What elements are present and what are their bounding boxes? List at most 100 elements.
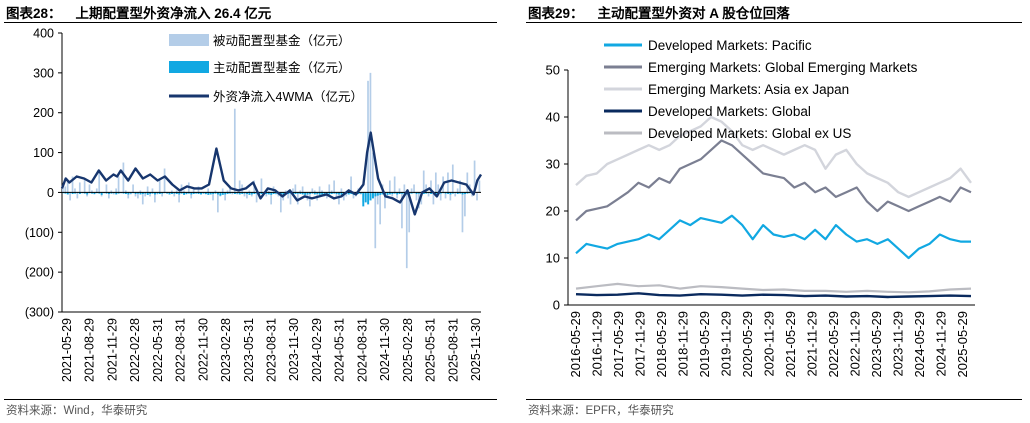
left-passive-bar — [422, 170, 425, 193]
left-passive-bar — [313, 190, 316, 193]
right-line-em-global — [575, 139, 972, 222]
left-passive-bar — [66, 180, 69, 193]
left-active-bar — [173, 192, 176, 194]
right-x-tick-label: 2019-11-29 — [719, 311, 734, 377]
left-passive-bar — [456, 188, 459, 193]
left-passive-bar — [432, 192, 435, 205]
left-passive-bar — [139, 190, 142, 193]
left-active-bar — [318, 192, 321, 195]
left-passive-bar — [192, 188, 195, 193]
left-active-bar — [71, 192, 74, 195]
left-active-bar — [185, 192, 188, 195]
left-passive-bar — [124, 190, 127, 193]
left-chart-title: 图表28： 上期配置型外资净流入 26.4 亿元 — [6, 2, 271, 22]
left-passive-bar — [260, 178, 263, 193]
left-passive-bar — [284, 190, 287, 193]
left-passive-bar — [437, 184, 440, 193]
left-passive-bar — [175, 190, 178, 193]
left-active-bar — [243, 192, 246, 194]
left-x-tick-label: 2021-08-29 — [83, 318, 97, 382]
left-active-bar — [451, 192, 454, 194]
right-source-note: 资料来源：EPFR，华泰研究 — [528, 405, 674, 417]
left-active-bar — [321, 192, 324, 195]
right-legend-label: Developed Markets: Pacific — [648, 38, 812, 53]
right-x-tick-label: 2018-05-29 — [654, 311, 669, 378]
left-passive-bar — [309, 192, 311, 207]
left-passive-bar — [401, 192, 403, 229]
left-active-bar — [270, 192, 273, 195]
left-active-bar — [372, 192, 374, 199]
left-active-bar — [74, 192, 77, 194]
left-passive-bar — [270, 192, 272, 205]
right-y-tick-label: 0 — [553, 298, 560, 313]
left-active-bar — [250, 192, 253, 195]
left-active-bar — [141, 192, 144, 195]
left-passive-bar — [127, 192, 130, 199]
left-active-bar — [64, 192, 67, 194]
left-passive-bar — [69, 192, 71, 201]
left-active-bar — [275, 192, 278, 194]
left-y-tick-label: (100) — [25, 226, 54, 240]
left-passive-bar — [110, 190, 113, 193]
left-passive-bar — [134, 192, 137, 197]
left-passive-bar — [248, 190, 251, 193]
left-passive-bar — [461, 192, 464, 233]
left-chart-svg: 400 300 200 100 0 (100) (200) (300) 2021-05-29 20… — [25, 27, 483, 382]
left-passive-bar — [410, 188, 413, 193]
left-legend-swatch-active — [169, 61, 209, 73]
left-passive-bar — [350, 176, 352, 193]
left-passive-bar — [372, 152, 374, 193]
left-passive-bar — [398, 188, 401, 193]
left-active-bar — [376, 192, 379, 196]
left-passive-bar — [311, 188, 314, 193]
left-active-bar — [187, 192, 190, 194]
left-active-bar — [246, 192, 249, 195]
left-passive-bar — [328, 184, 331, 193]
left-passive-bar — [183, 190, 185, 193]
left-active-bar — [180, 192, 183, 194]
left-y-tick-label: 200 — [33, 106, 54, 120]
left-active-bar — [183, 192, 186, 195]
left-active-bar — [367, 192, 370, 205]
left-y-tick-label: (200) — [25, 266, 54, 280]
left-active-bar — [134, 192, 137, 195]
left-passive-bar — [384, 192, 386, 209]
left-active-bar — [444, 192, 447, 194]
left-active-bar — [461, 192, 464, 195]
left-active-bar — [93, 192, 96, 195]
right-y-tick-label: 40 — [546, 110, 560, 125]
left-passive-bar — [292, 188, 294, 193]
left-active-bar — [78, 192, 81, 195]
left-x-tick-label: 2025-05-31 — [424, 318, 438, 382]
left-active-bar — [156, 192, 159, 194]
right-x-tick-label: 2025-05-29 — [955, 311, 970, 378]
left-active-bar — [299, 192, 302, 195]
right-legend-label: Emerging Markets: Asia ex Japan — [648, 82, 849, 97]
right-legend-label: Developed Markets: Global ex US — [648, 126, 851, 141]
left-active-bar — [224, 192, 227, 195]
left-passive-bar — [173, 192, 176, 197]
left-passive-bar — [287, 192, 289, 199]
left-passive-bar — [415, 192, 418, 201]
left-x-tick-label: 2021-11-29 — [105, 318, 119, 381]
left-passive-bar — [289, 192, 292, 205]
left-passive-bar — [255, 192, 258, 203]
right-x-tick-label: 2023-11-29 — [891, 311, 906, 377]
left-active-bar — [221, 192, 224, 195]
left-active-bar — [241, 192, 244, 195]
left-active-bar — [117, 192, 120, 194]
left-active-bar — [91, 192, 93, 194]
left-passive-bar — [163, 168, 166, 193]
left-passive-bar — [396, 192, 398, 199]
left-title-rule — [4, 22, 497, 23]
left-source-note: 资料来源：Wind，华泰研究 — [6, 405, 148, 417]
left-passive-bar — [413, 184, 415, 193]
left-x-tick-label: 2024-05-31 — [333, 318, 347, 382]
left-legend-label-passive: 被动配置型基金（亿元） — [213, 33, 351, 48]
left-active-bar — [313, 192, 316, 195]
left-active-bar — [272, 192, 275, 195]
left-passive-bar — [265, 192, 268, 197]
left-active-bar — [190, 192, 193, 195]
left-passive-bar — [301, 186, 304, 193]
left-active-bar — [265, 192, 268, 195]
